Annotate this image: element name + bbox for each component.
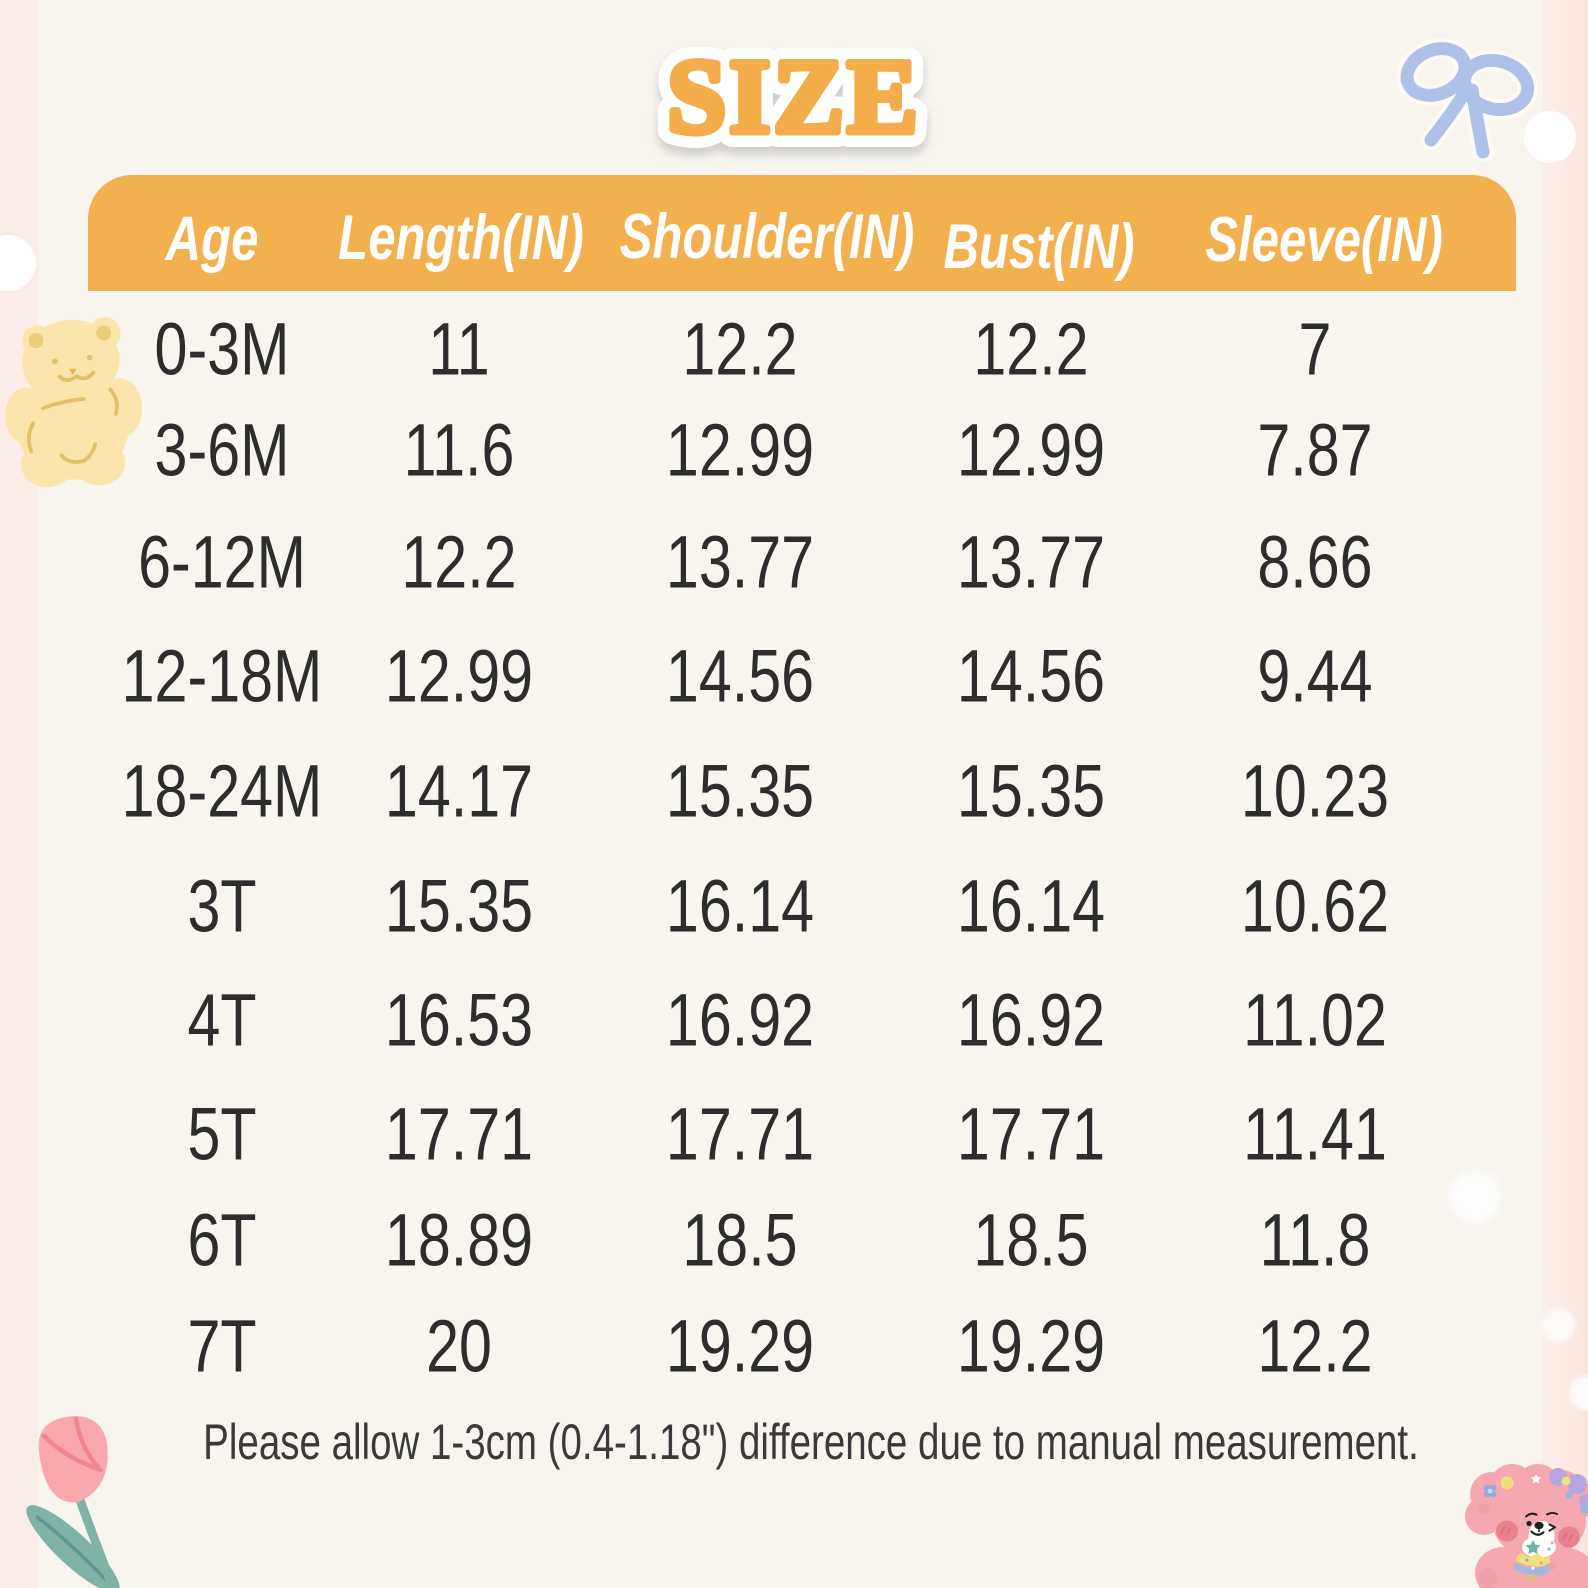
svg-text:SIZE: SIZE [667,38,921,155]
svg-text:SIZE: SIZE [667,38,921,155]
